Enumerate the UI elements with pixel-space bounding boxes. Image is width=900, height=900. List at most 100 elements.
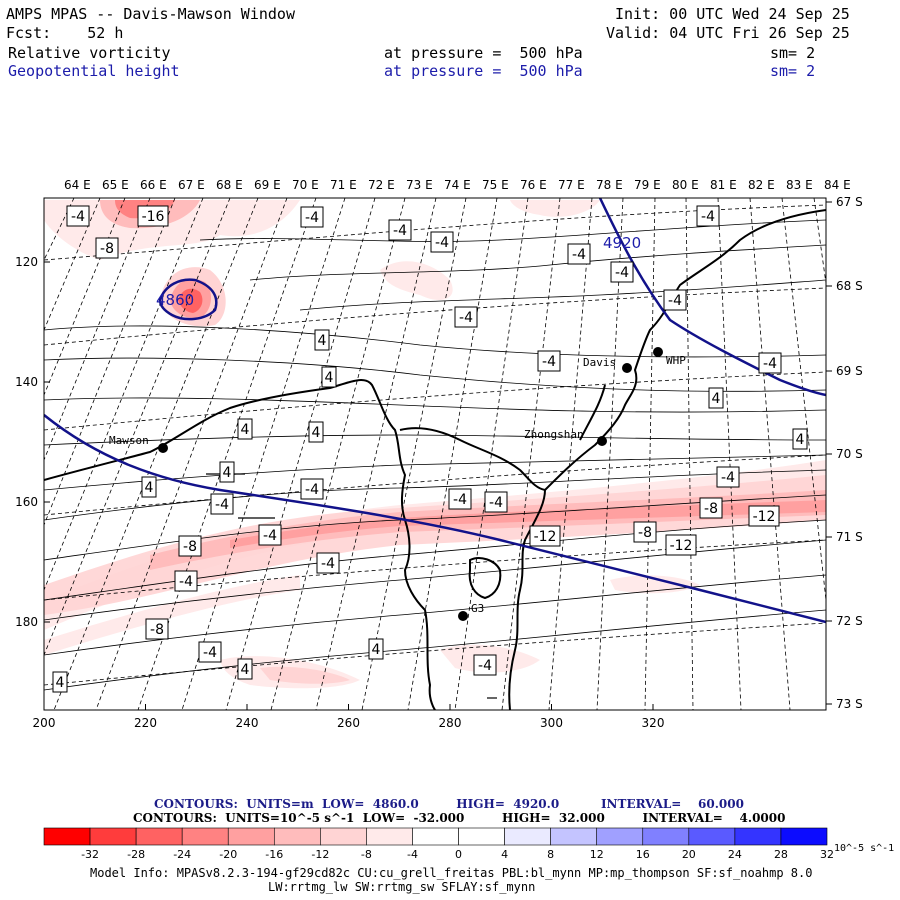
height-contour-info: CONTOURS: UNITS=m LOW= 4860.0 HIGH= 4920…	[154, 797, 744, 811]
colorbar-tick-label: -28	[127, 848, 145, 861]
valid-time: Valid: 04 UTC Fri 26 Sep 25	[606, 24, 850, 42]
colorbar-tick-label: 8	[547, 848, 554, 861]
x-tick-label: 240	[236, 716, 259, 730]
vorticity-label-box	[699, 497, 723, 519]
vorticity-contour-label: -8	[704, 501, 718, 517]
vorticity-contour-label: -4	[489, 495, 503, 511]
vorticity-contour-label: 4	[372, 642, 381, 658]
station-marker	[158, 443, 168, 453]
vorticity-contour-label: -4	[263, 528, 277, 544]
vorticity-contour-label: -4	[721, 470, 735, 486]
field2-level: at pressure = 500 hPa	[384, 62, 583, 80]
vorticity-contour-label: -8	[183, 539, 197, 555]
field1-smoothing: sm= 2	[770, 44, 816, 62]
vorticity-contour-label: -8	[100, 241, 114, 257]
lat-label: 70 S	[836, 447, 863, 461]
vorticity-label-box	[52, 671, 68, 693]
vorticity-label-box	[610, 261, 634, 283]
vorticity-contour-label: -4	[453, 492, 467, 508]
lat-label: 68 S	[836, 279, 863, 293]
vorticity-contour-label: -4	[763, 356, 777, 372]
station-label: Davis	[583, 356, 616, 369]
vorticity-contour-label: 4	[241, 662, 250, 678]
lon-label: 76 E	[520, 178, 547, 192]
model-info-physics: LW:rrtmg_lw SW:rrtmg_sw SFLAY:sf_mynn	[268, 880, 536, 894]
lat-label: 69 S	[836, 364, 863, 378]
colorbar-tick-label: -4	[407, 848, 418, 861]
y-tick-label: 120	[15, 255, 38, 269]
vorticity-contour-label: 4	[318, 333, 327, 349]
lon-label: 73 E	[406, 178, 433, 192]
vorticity-contour-label: 4	[241, 422, 250, 438]
lon-label: 83 E	[786, 178, 813, 192]
vorticity-contour-info: CONTOURS: UNITS=10^-5 s^-1 LOW= -32.000 …	[133, 811, 786, 825]
vorticity-label-box	[792, 428, 808, 450]
lon-label: 71 E	[330, 178, 357, 192]
vorticity-contour-label: -4	[321, 556, 335, 572]
lon-label: 68 E	[216, 178, 243, 192]
vorticity-label-box	[430, 231, 454, 253]
lon-label: 80 E	[672, 178, 699, 192]
vorticity-label-box	[66, 205, 90, 227]
colorbar-segment	[504, 827, 551, 846]
station-marker	[622, 363, 632, 373]
colorbar-segment	[89, 827, 137, 846]
x-tick-label: 200	[33, 716, 56, 730]
lon-label: 75 E	[482, 178, 509, 192]
lon-label: 69 E	[254, 178, 281, 192]
vorticity-label-box	[748, 505, 780, 527]
vorticity-contour-label: -8	[150, 622, 164, 638]
vorticity-contour-label: 4	[223, 465, 232, 481]
vorticity-label-box	[537, 350, 561, 372]
lon-label: 82 E	[748, 178, 775, 192]
vorticity-label-box	[141, 476, 157, 498]
colorbar-tick-label: -24	[173, 848, 191, 861]
vorticity-contour-label: -4	[668, 293, 682, 309]
vorticity-label-box	[388, 219, 412, 241]
colorbar-tick-label: 4	[501, 848, 508, 861]
x-tick-label: 320	[642, 716, 665, 730]
vorticity-label-box	[178, 535, 202, 557]
vorticity-contour-label: -8	[638, 525, 652, 541]
vorticity-label-box	[137, 205, 169, 227]
colorbar-segment	[596, 827, 644, 846]
vorticity-label-box	[219, 461, 235, 483]
vorticity-label-box	[237, 418, 253, 440]
vorticity-contour-label: 4	[56, 675, 65, 691]
vorticity-label-box	[484, 491, 508, 513]
meridian-lines	[44, 198, 826, 710]
vorticity-label-box	[316, 552, 340, 574]
lon-label: 74 E	[444, 178, 471, 192]
x-tick-label: 300	[540, 716, 563, 730]
vorticity-contour-label: -4	[71, 209, 85, 225]
field1-level: at pressure = 500 hPa	[384, 44, 583, 62]
colorbar-tick-label: -16	[265, 848, 283, 861]
vorticity-contour-label: -12	[753, 509, 776, 525]
vorticity-label-box	[308, 421, 324, 443]
lon-label: 66 E	[140, 178, 167, 192]
vorticity-label-box	[633, 521, 657, 543]
vorticity-contour-label: 4	[145, 480, 154, 496]
colorbar-unit: 10^-5 s^-1	[834, 843, 895, 854]
vorticity-label-box	[145, 618, 169, 640]
vorticity-label-box	[314, 329, 330, 351]
height-contours	[44, 198, 826, 624]
vorticity-contour-label: -4	[701, 209, 715, 225]
colorbar-tick-label: 24	[728, 848, 742, 861]
vorticity-label-box	[368, 638, 384, 660]
height-contour-label: 4920	[603, 234, 641, 252]
height-contour-label: 4860	[156, 291, 194, 309]
vorticity-label-box	[716, 466, 740, 488]
vorticity-contour-label: -4	[459, 310, 473, 326]
colorbar-segment	[412, 827, 459, 846]
station-label: WHP	[666, 354, 686, 367]
coastline	[44, 209, 826, 710]
lon-label: 77 E	[558, 178, 585, 192]
colorbar-tick-label: -20	[219, 848, 237, 861]
colorbar-segment	[135, 827, 183, 846]
vorticity-label-box	[300, 206, 324, 228]
vorticity-contour-label: -4	[478, 658, 492, 674]
station-marker	[458, 611, 468, 621]
colorbar-segment	[642, 827, 690, 846]
lon-label: 78 E	[596, 178, 623, 192]
